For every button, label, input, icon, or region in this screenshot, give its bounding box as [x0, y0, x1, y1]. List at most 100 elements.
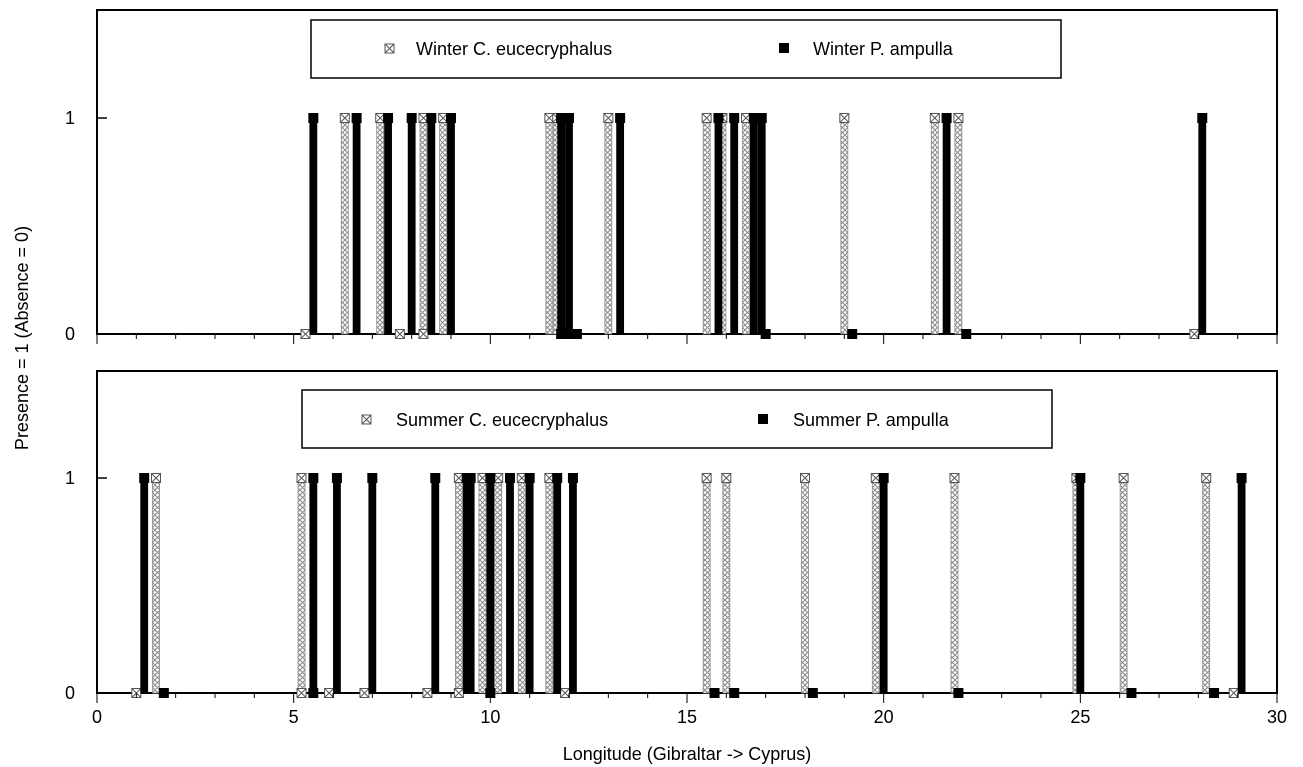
filled-square-marker [961, 329, 972, 339]
filled-square-icon [779, 43, 789, 53]
y-axis-title: Presence = 1 (Absence = 0) [12, 226, 32, 450]
filled-square-marker [941, 113, 952, 123]
summer-bars [131, 473, 1247, 698]
hatched-bar [950, 477, 959, 694]
filled-square-marker [556, 113, 567, 123]
filled-square-marker [1126, 688, 1137, 698]
crossed-box-marker-cross [324, 688, 334, 698]
solid-bar [1237, 477, 1246, 694]
crossed-box-marker-cross [1201, 473, 1212, 483]
hatched-bar [1202, 477, 1211, 694]
hatched-bar [340, 117, 349, 335]
x-tick-label: 25 [1070, 707, 1090, 727]
filled-square-marker [807, 688, 818, 698]
solid-bar [431, 477, 440, 694]
solid-bar [309, 117, 318, 335]
winter-panel: 01 Winter C. eucecryphalus Winter P. amp… [65, 9, 1278, 344]
crossed-box-marker-cross [721, 473, 732, 483]
solid-bar [407, 117, 416, 335]
crossed-box-marker-cross [800, 473, 810, 483]
solid-bar [466, 477, 475, 694]
solid-bar [333, 477, 341, 694]
summer-legend-label-c-eucecryphalus: Summer C. eucecryphalus [396, 410, 608, 430]
hatched-bar [1119, 477, 1128, 694]
x-tick-labels: 0 5 10 15 20 25 30 [92, 707, 1287, 727]
filled-square-marker [564, 113, 574, 123]
winter-y-tick-label: 0 [65, 324, 75, 344]
solid-bar [714, 117, 723, 335]
winter-legend-label-c-eucecryphalus: Winter C. eucecryphalus [416, 39, 612, 59]
winter-legend-box [310, 19, 1062, 79]
solid-bar [309, 477, 318, 694]
hatched-bar [702, 477, 711, 694]
filled-square-marker [748, 113, 759, 123]
winter-x-ticks [96, 334, 1278, 344]
filled-square-marker [331, 473, 342, 483]
crossed-box-marker-cross [296, 688, 307, 698]
hatched-bar [419, 117, 428, 335]
x-tick-label: 5 [289, 707, 299, 727]
hatched-bar [840, 117, 849, 335]
solid-bar [352, 117, 361, 335]
filled-square-marker [567, 473, 578, 483]
hatched-bar [545, 117, 554, 335]
filled-square-marker [139, 473, 150, 483]
filled-square-marker [556, 329, 567, 339]
hatched-bar [702, 117, 711, 335]
filled-square-marker [713, 113, 724, 123]
filled-square-marker [524, 473, 535, 483]
crossed-box-marker-cross [395, 329, 405, 339]
filled-square-marker [308, 473, 319, 483]
crossed-box-marker-cross [418, 329, 429, 339]
x-tick-label: 30 [1267, 707, 1287, 727]
crossed-box-marker-cross [929, 113, 940, 123]
crossed-box-marker-cross [300, 329, 311, 339]
summer-panel: 01 Summer C. eucecryphalus Summer P. amp… [65, 370, 1287, 727]
crossed-box-marker-cross [422, 688, 433, 698]
winter-bars [300, 113, 1208, 339]
x-tick-label: 10 [480, 707, 500, 727]
filled-square-marker [158, 688, 169, 698]
solid-bar [565, 117, 573, 335]
crossed-box-marker-cross [560, 688, 570, 698]
hatched-bar [517, 477, 526, 694]
filled-square-marker [485, 473, 496, 483]
summer-y-ticks: 01 [65, 468, 107, 703]
hatched-bar [478, 477, 487, 694]
x-tick-label: 0 [92, 707, 102, 727]
filled-square-marker [308, 113, 319, 123]
filled-square-marker [430, 473, 441, 483]
solid-bar [942, 117, 951, 335]
filled-square-marker [351, 113, 362, 123]
hatched-bar [742, 117, 750, 335]
summer-y-tick-label: 1 [65, 468, 75, 488]
hatched-bar [545, 477, 554, 694]
crossed-box-marker-cross [151, 473, 161, 483]
filled-square-marker [615, 113, 626, 123]
filled-square-marker [1197, 113, 1208, 123]
hatched-bar [871, 477, 880, 694]
x-tick-label: 20 [874, 707, 894, 727]
hatched-bar [439, 117, 448, 335]
filled-square-marker [729, 688, 740, 698]
hatched-bar [376, 117, 385, 335]
filled-square-marker [465, 473, 476, 483]
crossed-box-marker-cross [339, 113, 350, 123]
crossed-box-marker-cross [701, 113, 712, 123]
solid-bar [553, 477, 562, 694]
filled-square-marker [406, 113, 417, 123]
filled-square-marker [1075, 473, 1086, 483]
solid-bar [1076, 477, 1085, 694]
solid-bar [140, 477, 149, 694]
solid-bar [1198, 117, 1207, 335]
solid-bar [427, 117, 436, 335]
summer-x-ticks [96, 693, 1278, 703]
summer-y-tick-label: 0 [65, 683, 75, 703]
filled-square-marker [1209, 688, 1220, 698]
hatched-bar [954, 117, 963, 335]
crossed-box-marker-cross [359, 688, 370, 698]
solid-bar [506, 477, 514, 694]
solid-bar [879, 477, 888, 694]
hatched-bar [152, 477, 160, 694]
